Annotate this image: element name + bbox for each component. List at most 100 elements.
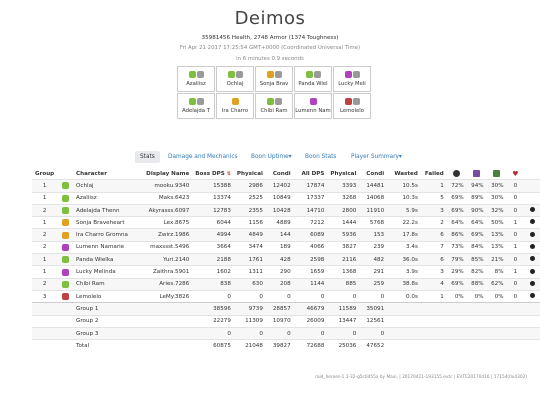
cell-boss-dps: 2188 <box>192 253 234 266</box>
cell-all-physical: 13447 <box>327 314 360 328</box>
col-boss-physical[interactable]: Physical <box>236 170 263 177</box>
cell-boss-dps: 1602 <box>192 265 234 279</box>
cell-dead <box>524 191 540 205</box>
profession-icon <box>61 293 69 301</box>
cell-group-label: Group 1 <box>73 302 141 316</box>
cell-wasted: 0.0s <box>387 289 421 303</box>
cell-all-condi: 47652 <box>359 339 388 352</box>
tab-stats[interactable]: Stats <box>135 151 160 163</box>
party-member: Lucky Meli <box>333 66 371 92</box>
cell-all-dps: 17874 <box>293 179 328 193</box>
cell-boon-2: 88% <box>466 277 487 291</box>
profession-icon <box>61 194 69 202</box>
cell-boss-physical: 2986 <box>233 179 266 193</box>
dead-icon <box>529 268 535 274</box>
party-member-icons <box>334 70 370 79</box>
cell-profession <box>57 228 74 242</box>
cell-group: 1 <box>32 253 58 266</box>
table-row[interactable]: 3 Lemolelo LeMy.3826 0 0 0 0 0 0 0.0s 1 0% 0% 0% 0 <box>32 289 540 303</box>
cell-all-physical: 5936 <box>327 228 360 242</box>
cell-all-condi: 14068 <box>359 191 388 205</box>
cell-empty <box>524 326 540 340</box>
cell-character: Adelajda Thenn <box>73 203 141 217</box>
col-group[interactable]: Group <box>35 170 55 177</box>
col-boss-condi[interactable]: Condi <box>272 170 291 177</box>
col-boon-1[interactable] <box>447 168 467 180</box>
cell-dead <box>524 216 540 229</box>
table-row[interactable]: 2 Adelajda Thenn Akyrasss.6097 12783 2355 104… <box>32 203 540 217</box>
cell-dead <box>524 265 540 279</box>
tab-boon-uptime[interactable]: Boon Uptime▾ <box>251 154 292 160</box>
stats-table: Group Character Display Name Boss DPS ⇅ … <box>32 168 540 352</box>
table-row[interactable]: 1 Lucky Melinda Zaithra.5901 1602 1311 290 165… <box>32 265 540 279</box>
col-all-dps[interactable]: All DPS <box>301 170 325 177</box>
col-all-condi[interactable]: Condi <box>366 170 385 177</box>
cell-empty <box>486 302 507 316</box>
page-title: Deimos <box>234 8 306 29</box>
sort-icon: ⇅ <box>226 170 231 177</box>
table-row[interactable]: 2 Ira Charro Gromna Zwirz.1986 4994 4849 144 6… <box>32 228 540 242</box>
col-boon-2[interactable] <box>467 168 487 180</box>
cell-failed: 1 <box>420 179 447 193</box>
tab-player-summary[interactable]: Player Summary▾ <box>351 154 402 160</box>
col-downs[interactable]: ♥ <box>507 168 525 180</box>
cell-profession <box>57 191 74 205</box>
table-row[interactable]: 1 Panda Wielka Yuri.2140 2188 1761 428 2598 211… <box>32 253 540 266</box>
table-row[interactable]: 1 Ochlaj mooku.9340 15388 2986 12402 17874 3393… <box>32 179 540 193</box>
cell-boon-2: 90% <box>466 203 487 217</box>
cell-group: 1 <box>32 216 58 229</box>
cell-profession <box>57 277 74 291</box>
cell-empty <box>32 339 58 352</box>
cell-all-physical: 885 <box>327 277 360 291</box>
tab-boon-stats[interactable]: Boon Stats <box>305 154 337 160</box>
profession-icon <box>231 98 239 105</box>
tab-damage-mechanics[interactable]: Damage and Mechanics <box>168 154 238 160</box>
cell-wasted: 5.9s <box>387 203 421 217</box>
cell-boss-dps: 60875 <box>192 339 234 352</box>
cell-display-name: Akyrasss.6097 <box>140 203 193 217</box>
party-member: Panda Wiel <box>294 66 332 92</box>
cell-downs: 0 <box>506 179 525 193</box>
cell-empty <box>140 326 193 340</box>
cell-boss-dps: 0 <box>192 326 234 340</box>
table-row[interactable]: 2 Chibi Ram Aries.7286 838 630 208 1144 885 259 3… <box>32 277 540 291</box>
cell-all-dps: 26009 <box>293 314 328 328</box>
col-boss-dps[interactable]: Boss DPS ⇅ <box>192 168 234 180</box>
cell-boss-physical: 0 <box>233 326 266 340</box>
profession-icon <box>61 207 69 215</box>
cell-wasted: 10.3s <box>387 191 421 205</box>
cell-boon-2: 69% <box>466 228 487 242</box>
specialization-icon <box>313 71 321 78</box>
table-row[interactable]: 1 Sonja Braveheart Lex.8675 6044 1156 4889 721… <box>32 216 540 229</box>
cell-boss-condi: 0 <box>265 289 294 303</box>
party-member: Ira Charro <box>216 93 254 119</box>
party-member-name: Sonja Brav <box>259 81 289 87</box>
cell-empty <box>524 339 540 352</box>
profession-icon <box>227 71 235 78</box>
cell-boon-1: 69% <box>446 191 467 205</box>
cell-boss-physical: 21048 <box>233 339 266 352</box>
table-row[interactable]: 1 Azaliisz Maks.6423 13374 2525 10849 17337 326… <box>32 191 540 205</box>
cell-empty <box>57 339 74 352</box>
cell-boss-condi: 144 <box>265 228 294 242</box>
cell-boss-condi: 10970 <box>265 314 294 328</box>
cell-all-physical: 1444 <box>327 216 360 229</box>
cell-boss-condi: 428 <box>265 253 294 266</box>
col-boon-3[interactable] <box>487 168 507 180</box>
col-character[interactable]: Character <box>76 170 107 177</box>
col-all-physical[interactable]: Physical <box>330 170 357 177</box>
cell-character: Sonja Braveheart <box>73 216 141 229</box>
cell-wasted: 22.2s <box>387 216 421 229</box>
profession-icon <box>344 98 352 105</box>
cell-display-name: Zaithra.5901 <box>140 265 193 279</box>
col-wasted[interactable]: Wasted <box>394 170 418 177</box>
cell-empty <box>387 314 421 328</box>
cell-all-condi: 153 <box>359 228 388 242</box>
cell-boss-dps: 838 <box>192 277 234 291</box>
cell-boon-2: 89% <box>466 191 487 205</box>
profession-icon <box>188 71 196 78</box>
col-failed[interactable]: Failed <box>424 170 444 177</box>
cell-boss-dps: 6044 <box>192 216 234 229</box>
col-display-name[interactable]: Display Name <box>146 170 190 177</box>
table-row[interactable]: 2 Lumenn Namarie maxssst.5496 3664 3474 189 40… <box>32 240 540 254</box>
